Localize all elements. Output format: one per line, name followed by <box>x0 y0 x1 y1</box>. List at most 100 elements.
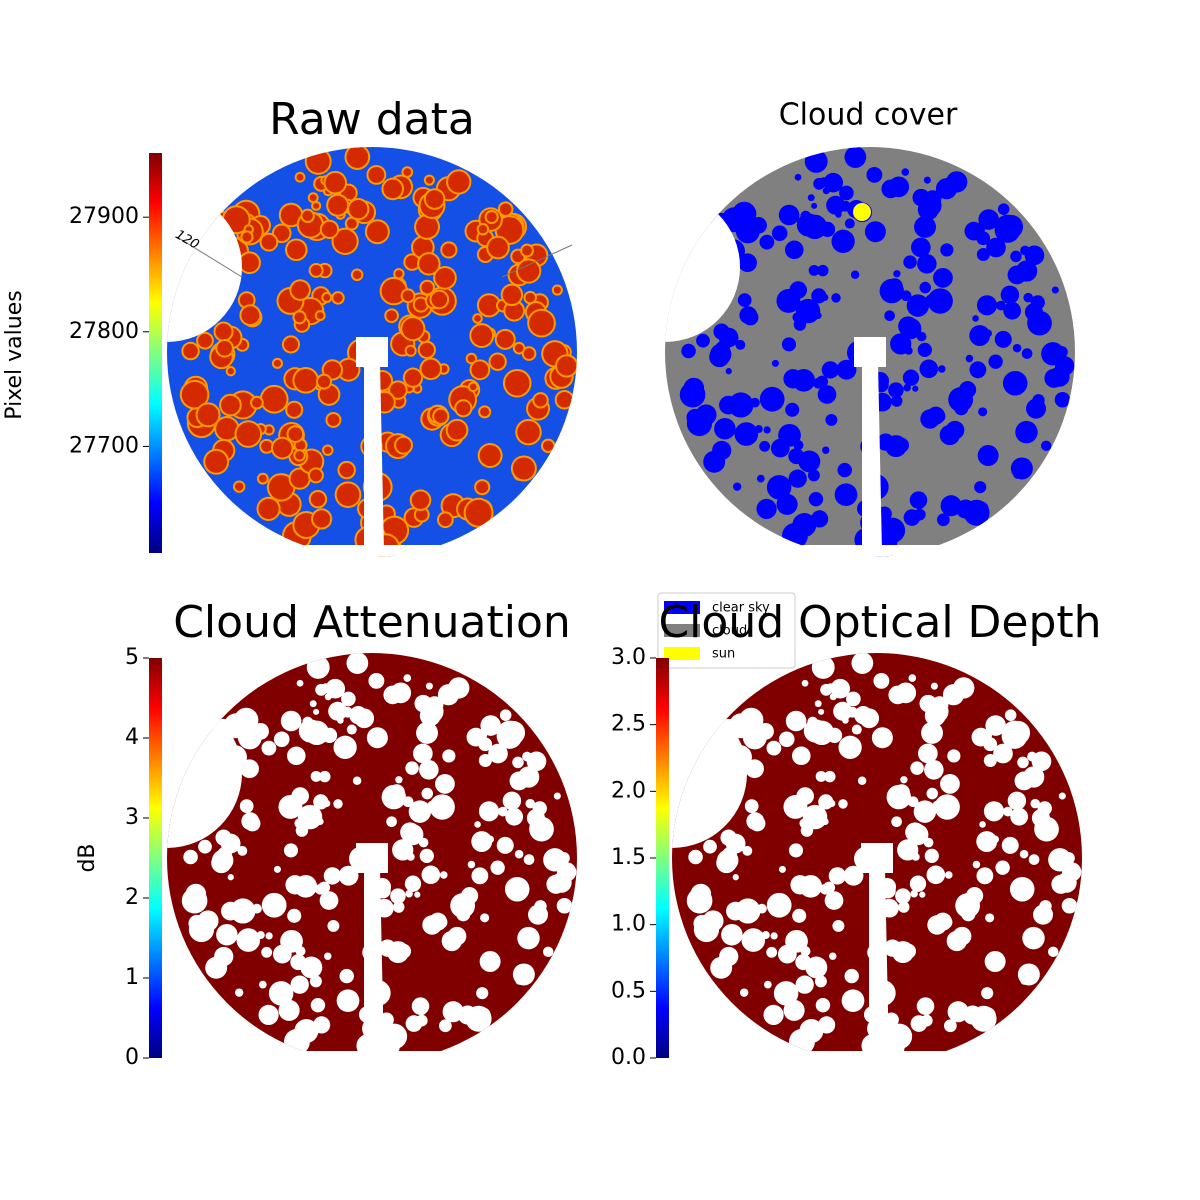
blob <box>888 685 908 705</box>
blob <box>273 731 290 748</box>
blob <box>974 889 982 897</box>
blob <box>241 306 260 325</box>
blob <box>1010 457 1033 480</box>
blob <box>1051 286 1059 294</box>
colorbar-tick-label: 0 <box>125 1045 139 1070</box>
blob <box>831 293 841 303</box>
blob <box>221 395 240 415</box>
blob <box>396 437 411 453</box>
blob <box>1022 926 1045 950</box>
blob <box>907 824 929 846</box>
horizon-mask <box>665 192 740 342</box>
blob <box>236 928 261 952</box>
blob <box>912 298 925 311</box>
blob <box>496 723 523 749</box>
blob <box>339 968 354 984</box>
blob <box>720 829 737 846</box>
blob <box>323 361 342 379</box>
blob <box>396 943 411 959</box>
blob <box>478 754 492 768</box>
blob <box>223 207 249 233</box>
panel: Cloud Optical Depth 0.0 0.5 1.0 1.5 2.0 2.5 3.0 <box>611 597 1102 1070</box>
blob <box>557 862 577 882</box>
blob <box>302 210 313 222</box>
blob <box>792 312 803 323</box>
blob <box>496 330 514 348</box>
blob <box>198 333 212 348</box>
blob <box>390 888 406 904</box>
blob <box>912 385 919 392</box>
blob <box>838 735 862 759</box>
blob <box>328 701 348 721</box>
blob <box>741 928 766 952</box>
blob <box>991 717 1002 729</box>
blob <box>837 462 852 478</box>
legend-swatch <box>664 624 700 637</box>
blob <box>873 672 890 689</box>
blob <box>988 354 1003 369</box>
blob <box>496 217 523 243</box>
blob <box>239 799 254 814</box>
blob <box>919 891 926 898</box>
blob <box>884 310 895 322</box>
blob <box>1001 723 1028 749</box>
blob <box>478 801 500 822</box>
blob <box>517 926 540 950</box>
blob <box>1010 250 1022 263</box>
blob <box>933 267 953 288</box>
blob <box>1019 849 1029 859</box>
blob <box>346 724 357 735</box>
blob <box>341 691 356 707</box>
blob <box>502 285 522 305</box>
blob <box>512 963 535 986</box>
blob <box>529 310 554 336</box>
blob <box>486 717 497 729</box>
blob <box>336 483 360 507</box>
blob <box>903 383 911 392</box>
blob <box>1062 862 1082 882</box>
blob <box>327 919 340 932</box>
blob <box>439 513 452 527</box>
blob <box>216 923 238 946</box>
blob <box>799 1019 824 1044</box>
blob <box>239 293 254 308</box>
blob <box>439 1019 452 1033</box>
blob <box>529 816 554 842</box>
blob <box>296 173 304 181</box>
blob <box>313 202 320 209</box>
blob <box>1003 301 1022 320</box>
blob <box>822 446 830 454</box>
blob <box>979 821 986 828</box>
blob <box>866 166 883 183</box>
blob <box>871 727 893 749</box>
blob <box>499 709 512 721</box>
blob <box>985 913 995 923</box>
blob <box>268 475 294 500</box>
blob <box>750 732 757 739</box>
blob <box>469 383 477 391</box>
blob <box>486 211 497 223</box>
blob <box>800 946 811 957</box>
blob <box>937 365 946 373</box>
blob <box>734 422 759 446</box>
blob <box>1010 807 1029 826</box>
blob <box>518 766 540 788</box>
blob <box>886 784 911 810</box>
blob <box>434 409 448 423</box>
blob <box>414 804 427 817</box>
panel-title: Cloud cover <box>779 98 958 133</box>
blob <box>333 735 357 759</box>
blob <box>918 743 938 764</box>
blob <box>295 946 306 957</box>
blob <box>414 891 421 898</box>
blob <box>811 510 829 528</box>
blob <box>283 843 299 858</box>
colorbar-tick-label: 1 <box>125 965 139 990</box>
blob <box>976 831 998 852</box>
blob <box>294 369 318 392</box>
blob <box>435 267 455 288</box>
colorbar-label: Pixel values <box>2 290 27 419</box>
blob <box>926 787 939 800</box>
blob <box>499 203 512 215</box>
blob <box>294 818 305 829</box>
